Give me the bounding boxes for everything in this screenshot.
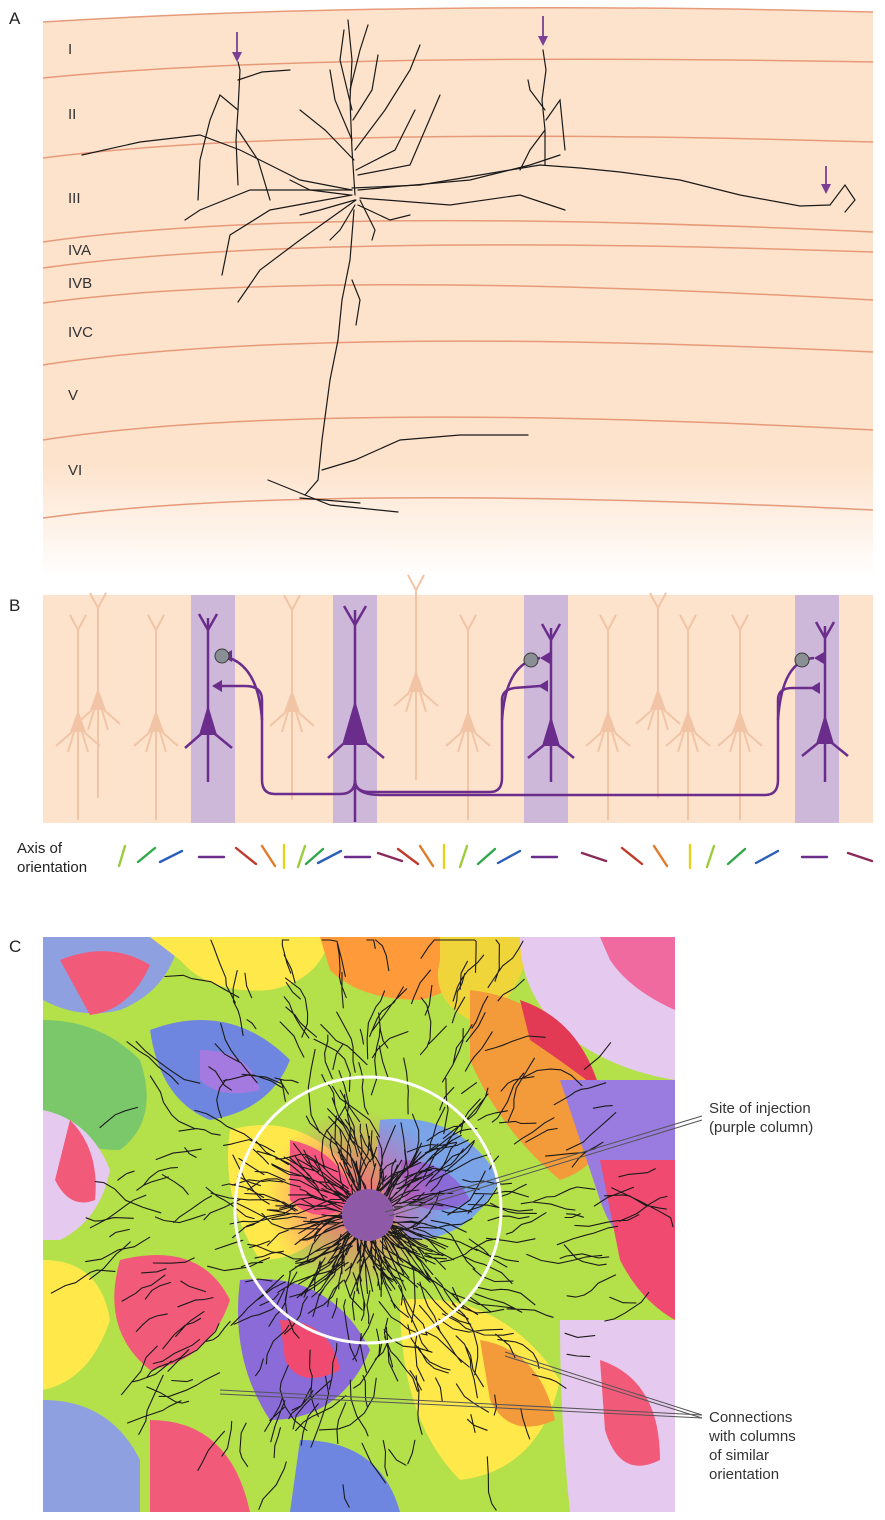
callout-connections-line3: of similar [709, 1447, 770, 1464]
callout-connections: Connections with columns of similar orie… [709, 1408, 796, 1484]
layer-label-IVA: IVA [68, 242, 92, 259]
panel-b-letter: B [9, 596, 21, 615]
callout-connections-line1: Connections [709, 1409, 793, 1426]
callout-connections-line4: orientation [709, 1466, 780, 1483]
pyramidal-neuron-tracing [81, 19, 856, 513]
callout-injection-site: Site of injection (purple column) [709, 1099, 813, 1137]
callout-leaders [219, 1115, 703, 1419]
callout-injection-line1: Site of injection [709, 1100, 811, 1117]
panel-c [43, 937, 703, 1512]
layer-label-IVC: IVC [68, 324, 94, 341]
panel-c-letter: C [9, 937, 22, 956]
layer-label-I: I [68, 41, 73, 58]
panel-a-letter: A [9, 9, 21, 28]
layer-label-V: V [68, 387, 79, 404]
synapse-terminals [212, 650, 824, 694]
axis-of-orientation-label: Axis of orientation [17, 839, 87, 877]
orientation-bars [117, 843, 874, 870]
callout-connections-line2: with columns [709, 1428, 796, 1445]
inhibitory-synapse-icons [214, 648, 810, 668]
panel-a-tissue [43, 7, 873, 578]
connection-radius-circle [233, 1075, 503, 1345]
arrow-markers [232, 16, 831, 194]
layer-label-VI: VI [68, 462, 83, 479]
panel-a [42, 7, 874, 578]
layer-label-II: II [68, 106, 77, 123]
panel-b-tissue [43, 595, 873, 823]
cortical-layer-boundaries [42, 7, 874, 519]
horizontal-axon-connections [218, 654, 815, 797]
panel-b [43, 574, 874, 870]
axis-label-line2: orientation [17, 859, 88, 876]
layer-label-IVB: IVB [68, 275, 93, 292]
injection-site [342, 1189, 394, 1241]
layer-label-III: III [68, 190, 81, 207]
axis-label-line1: Axis of [17, 840, 63, 857]
callout-injection-line2: (purple column) [709, 1119, 814, 1136]
